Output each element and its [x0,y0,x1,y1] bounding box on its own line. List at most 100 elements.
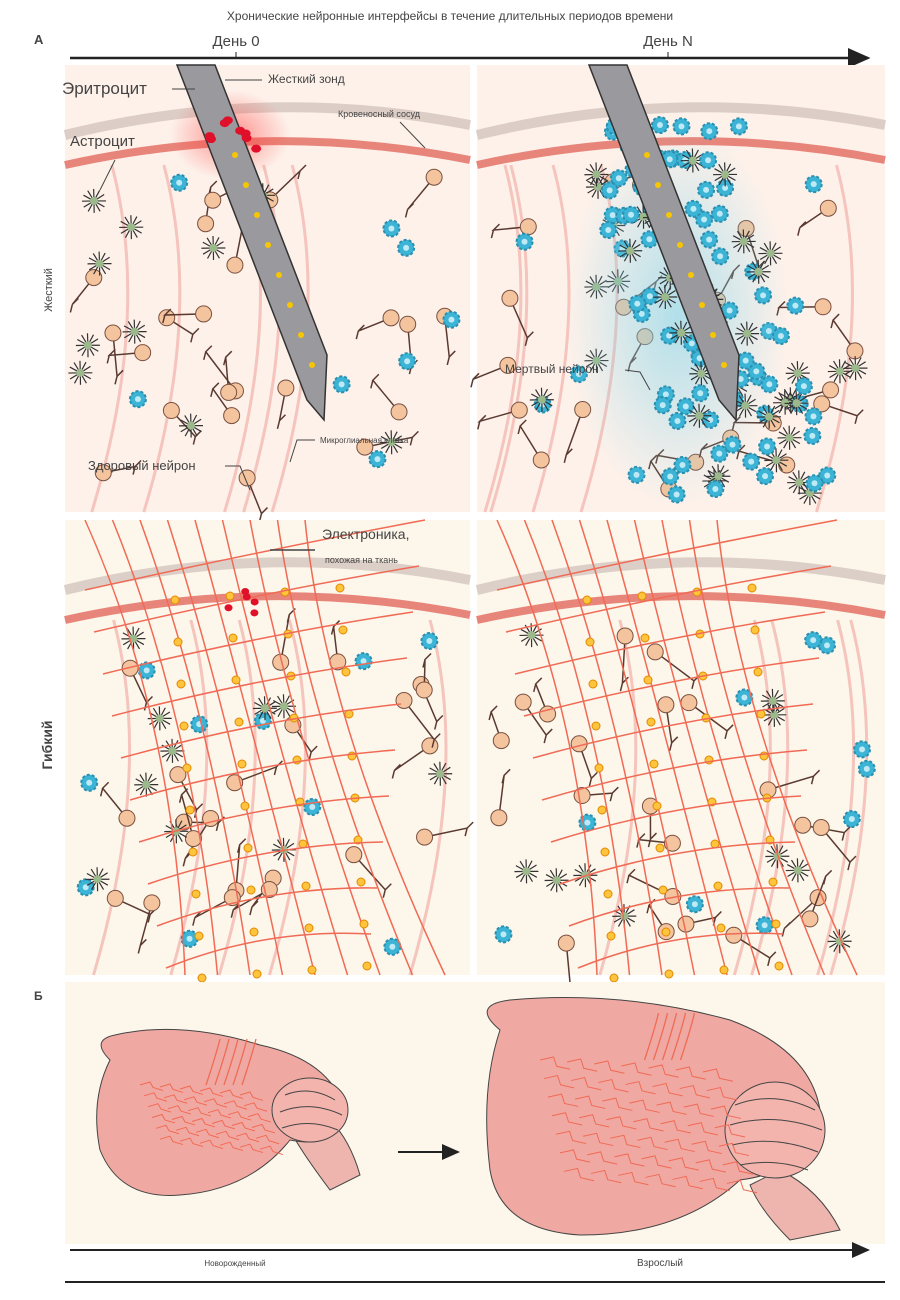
astrocyte [271,694,296,719]
leader-vessel [399,121,426,149]
astrocyte [785,361,810,386]
microglial-cell [397,238,416,257]
neuron [812,818,857,871]
electrode-node [197,973,207,983]
astrocyte [757,404,782,429]
astrocyte [680,148,705,173]
electrode-node [179,721,189,731]
electrode-node [591,721,601,731]
label-rigid-probe: Жесткий зонд [268,72,345,86]
electrode-node [338,625,348,635]
electrode-node [353,835,363,845]
microglial-cell [622,205,641,224]
microglial-cell [794,377,813,396]
electrode-node [280,587,290,597]
microglial-cell [697,180,716,199]
electrode-node [228,633,238,643]
astrocyte [85,867,110,892]
tissue-like-mesh [84,519,446,983]
microglial-cell [332,375,351,394]
astrocyte [121,626,146,651]
neuron [801,869,833,928]
microglial-cell [684,199,703,218]
electrode-node [585,637,595,647]
electrode-node [719,965,729,975]
astrocyte [733,393,758,418]
microglial-cell [786,296,805,315]
astrocyte [179,413,204,438]
microglial-cell [398,352,417,371]
microglial-cell [699,151,718,170]
leader-microglia [289,439,315,463]
electrode-node [301,881,311,891]
astrocyte [785,858,810,883]
rigid-probe [175,64,328,422]
astrocyte [82,188,107,213]
electrode-node [750,625,760,635]
microglial-cell [354,652,373,671]
microglial-cell [667,485,686,504]
electrode-node [234,717,244,727]
electrode-node [252,969,262,979]
microglial-cell [650,116,669,135]
erythrocyte [205,135,216,144]
neuron [416,821,474,846]
microglial-cell [442,310,461,329]
microglial-cell [747,362,766,381]
neuron [470,356,517,388]
electrode-node [582,595,592,605]
neuron [533,677,557,723]
electrode-node [637,591,647,601]
microglial-cell [494,925,513,944]
electrode-node [661,927,671,937]
neuron [197,180,218,233]
microglial-cell [368,450,387,469]
electrode-node [249,927,259,937]
neuron [813,395,864,424]
neuron [356,430,419,456]
microglial-cell [76,878,95,897]
electrode-node [191,889,201,899]
erythrocyte [224,604,233,612]
electrode-node [603,889,613,899]
electrode-node [362,961,372,971]
microglial-cell [805,474,824,493]
microglial-cell [700,230,719,249]
electrode-node [753,667,763,677]
astrocyte [584,162,609,187]
electrode-node [649,759,659,769]
microglial-cell [736,351,755,370]
neuron [570,735,598,787]
astrocyte [134,772,159,797]
electrode-node [609,973,619,983]
neuron [780,381,840,411]
panel-a-label: А [34,32,44,47]
microglial-cell [735,688,754,707]
neuron [169,766,204,818]
neuron [276,379,295,429]
electrode-node [588,679,598,689]
astrocyte [731,229,756,254]
electrode-node [240,801,250,811]
neuron [69,269,103,313]
microglial-cell [668,411,687,430]
astrocyte [827,929,852,954]
astrocyte [843,356,868,381]
astrocyte [687,403,712,428]
microglial-cell [842,809,861,828]
microglial-cell [758,437,777,456]
leader-astrocyte [99,159,116,191]
microglial-cell [420,631,439,650]
microglial-cell [817,636,836,655]
electrode-node [606,931,616,941]
electrode-node [243,843,253,853]
microglial-cell [599,221,618,240]
leader-dead [624,369,651,391]
electrode-node [231,675,241,685]
tissue-like-mesh [496,519,858,983]
label-electronics-2: похожая на ткань [325,555,398,565]
astrocyte [669,320,694,345]
microglial-cell [756,467,775,486]
erythrocyte [241,587,250,595]
